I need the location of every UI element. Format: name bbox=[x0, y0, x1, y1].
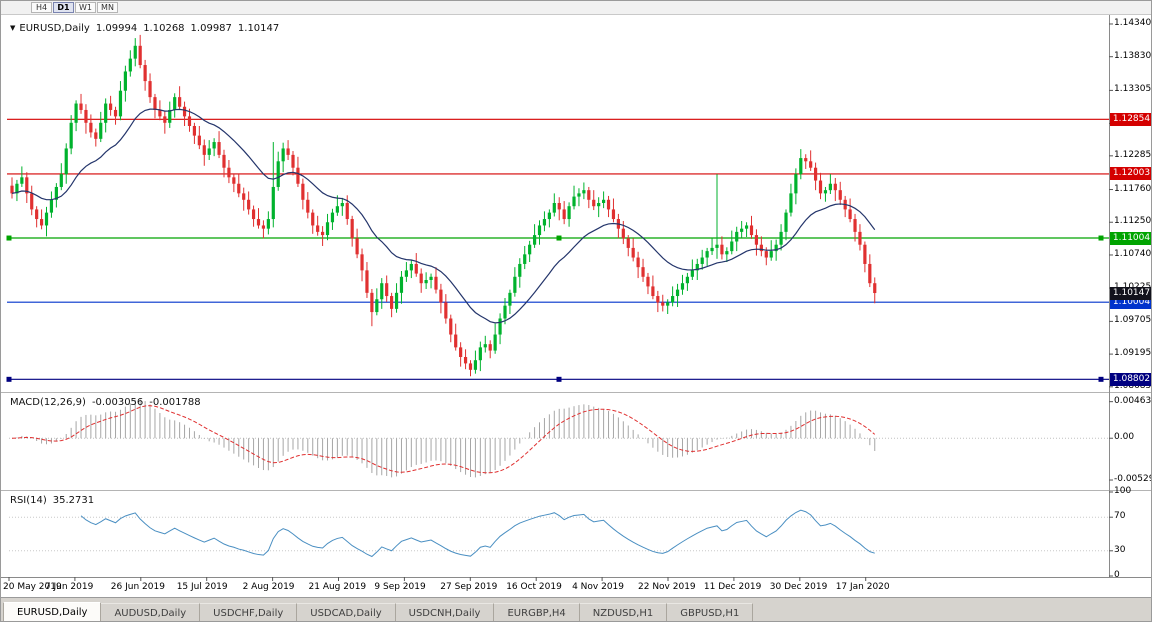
tab-usdcnh-daily[interactable]: USDCNH,Daily bbox=[395, 603, 495, 621]
macd-signal-value: -0.001788 bbox=[149, 397, 201, 408]
ohlc-open: 1.09994 bbox=[95, 23, 138, 34]
level-price-label[interactable]: 1.08802 bbox=[1110, 372, 1151, 386]
macd-axis-tick: -0.00529 bbox=[1114, 474, 1152, 485]
date-axis-label: 15 Jul 2019 bbox=[176, 582, 228, 592]
date-axis-label: 7 Jun 2019 bbox=[44, 582, 94, 592]
y-axis-tick: 1.11250 bbox=[1114, 216, 1152, 227]
macd-axis-tick: 0.00 bbox=[1114, 432, 1135, 443]
y-axis-tick: 1.09195 bbox=[1114, 348, 1152, 359]
tab-usdcad-daily[interactable]: USDCAD,Daily bbox=[297, 603, 396, 621]
y-axis-tick: 1.14340 bbox=[1114, 17, 1152, 28]
tab-gbpusd-h1[interactable]: GBPUSD,H1 bbox=[667, 603, 754, 621]
level-price-label[interactable]: 1.11004 bbox=[1110, 231, 1151, 245]
macd-name: MACD(12,26,9) bbox=[10, 397, 86, 408]
rsi-axis-tick: 70 bbox=[1114, 511, 1126, 522]
chart-canvas[interactable] bbox=[1, 1, 1152, 599]
level-price-label[interactable]: 1.12854 bbox=[1110, 112, 1151, 126]
date-axis-label: 17 Jan 2020 bbox=[835, 582, 890, 592]
ohlc-close: 1.10147 bbox=[237, 23, 280, 34]
timeframe-button-mn[interactable]: MN bbox=[97, 2, 118, 13]
ohlc-high: 1.10268 bbox=[143, 23, 185, 34]
tab-audusd-daily[interactable]: AUDUSD,Daily bbox=[101, 603, 201, 621]
timeframe-toolbar: H4 D1 W1 MN bbox=[1, 1, 1151, 15]
date-axis-label: 20 May 2019 bbox=[3, 582, 62, 592]
rsi-axis-tick: 100 bbox=[1114, 486, 1132, 496]
macd-main-value: -0.003056 bbox=[91, 397, 144, 408]
timeframe-button-h4[interactable]: H4 bbox=[31, 2, 52, 13]
y-axis-tick: 1.13305 bbox=[1114, 84, 1152, 95]
date-axis-label: 26 Jun 2019 bbox=[110, 582, 165, 592]
y-axis-tick: 1.12285 bbox=[1114, 149, 1152, 160]
y-axis-tick: 1.10740 bbox=[1114, 248, 1152, 259]
date-axis-label: 9 Sep 2019 bbox=[374, 582, 426, 592]
date-axis-label: 27 Sep 2019 bbox=[440, 582, 498, 592]
y-axis-tick: 1.13830 bbox=[1114, 50, 1152, 61]
tab-nzdusd-h1[interactable]: NZDUSD,H1 bbox=[579, 603, 668, 621]
chart-symbol-label: EURUSD,Daily bbox=[19, 23, 90, 34]
tab-eurgbp-h4[interactable]: EURGBP,H4 bbox=[494, 603, 580, 621]
date-axis-label: 21 Aug 2019 bbox=[308, 582, 367, 592]
rsi-label: RSI(14) 35.2731 bbox=[10, 495, 94, 506]
macd-label: MACD(12,26,9) -0.003056 -0.001788 bbox=[10, 397, 201, 408]
date-axis-label: 22 Nov 2019 bbox=[638, 582, 696, 592]
date-axis-label: 11 Dec 2019 bbox=[703, 582, 762, 592]
tab-eurusd-daily[interactable]: EURUSD,Daily bbox=[3, 602, 102, 621]
chart-legend: ▼ EURUSD,Daily 1.09994 1.10268 1.09987 1.1014… bbox=[10, 23, 279, 34]
symbol-dropdown-icon[interactable]: ▼ bbox=[10, 24, 16, 32]
ohlc-low: 1.09987 bbox=[190, 23, 232, 34]
tab-usdchf-daily[interactable]: USDCHF,Daily bbox=[200, 603, 298, 621]
date-axis-label: 30 Dec 2019 bbox=[769, 582, 828, 592]
macd-axis-tick: 0.00463 bbox=[1114, 395, 1152, 406]
chart-tabs-bar: EURUSD,Daily AUDUSD,Daily USDCHF,Daily U… bbox=[1, 597, 1151, 621]
rsi-name: RSI(14) bbox=[10, 495, 47, 506]
y-axis-tick: 1.11760 bbox=[1114, 183, 1152, 194]
rsi-value: 35.2731 bbox=[52, 495, 95, 506]
current-price-label: 1.10147 bbox=[1110, 286, 1151, 300]
rsi-axis-tick: 30 bbox=[1114, 544, 1126, 555]
rsi-axis-tick: 0 bbox=[1114, 570, 1120, 580]
y-axis-tick: 1.08685 bbox=[1114, 380, 1152, 391]
timeframe-button-d1[interactable]: D1 bbox=[53, 2, 74, 13]
y-axis-tick: 1.09705 bbox=[1114, 315, 1152, 326]
date-axis-label: 4 Nov 2019 bbox=[572, 582, 625, 592]
level-price-label[interactable]: 1.12003 bbox=[1110, 167, 1151, 181]
date-axis-label: 2 Aug 2019 bbox=[242, 582, 295, 592]
date-axis-label: 16 Oct 2019 bbox=[506, 582, 562, 592]
timeframe-button-w1[interactable]: W1 bbox=[75, 2, 96, 13]
